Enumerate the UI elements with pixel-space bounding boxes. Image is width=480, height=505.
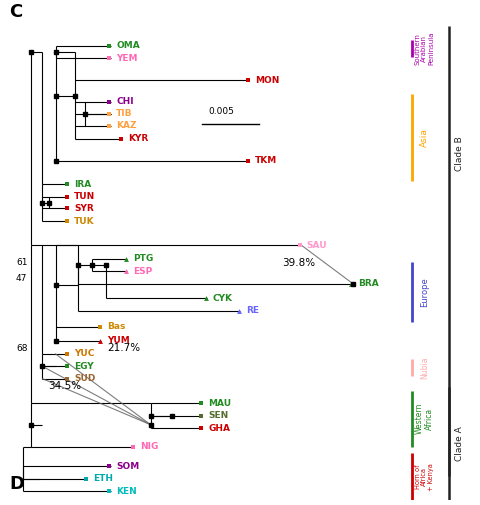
Text: C: C xyxy=(10,3,23,21)
Text: Europe: Europe xyxy=(420,277,429,307)
Text: SOM: SOM xyxy=(116,462,140,471)
Text: Clade B: Clade B xyxy=(455,136,464,171)
Text: 39.8%: 39.8% xyxy=(282,259,315,268)
Text: CYK: CYK xyxy=(213,293,233,302)
Text: SAU: SAU xyxy=(307,240,327,249)
Text: EGY: EGY xyxy=(74,362,94,371)
Text: YUC: YUC xyxy=(74,349,95,359)
Text: MON: MON xyxy=(255,76,279,85)
Text: 34.5%: 34.5% xyxy=(48,381,81,391)
Text: Western
Africa: Western Africa xyxy=(415,403,434,434)
Text: ESP: ESP xyxy=(133,267,152,276)
Text: NIG: NIG xyxy=(140,442,158,451)
Text: Asia: Asia xyxy=(420,128,429,147)
Text: Clade A: Clade A xyxy=(455,426,464,461)
Text: SYR: SYR xyxy=(74,204,94,213)
Text: YEM: YEM xyxy=(116,54,138,63)
Text: TKM: TKM xyxy=(255,157,277,166)
Text: 61: 61 xyxy=(16,258,27,267)
Text: PTG: PTG xyxy=(133,255,153,264)
Text: 21.7%: 21.7% xyxy=(108,342,141,352)
Text: IRA: IRA xyxy=(74,180,91,189)
Text: GHA: GHA xyxy=(208,424,230,433)
Text: KYR: KYR xyxy=(128,134,148,143)
Text: Horn of
Africa
+ Kenya: Horn of Africa + Kenya xyxy=(415,463,434,491)
Text: TIB: TIB xyxy=(116,110,133,119)
Text: ETH: ETH xyxy=(93,474,113,483)
Text: SUD: SUD xyxy=(74,374,96,383)
Text: YUM: YUM xyxy=(107,336,130,345)
Text: KAZ: KAZ xyxy=(116,121,137,130)
Text: Bas: Bas xyxy=(107,322,125,331)
Text: CHI: CHI xyxy=(116,97,134,106)
Text: KEN: KEN xyxy=(116,486,137,495)
Text: D: D xyxy=(10,475,24,492)
Text: 0.005: 0.005 xyxy=(208,108,234,116)
Text: MAU: MAU xyxy=(208,399,231,408)
Text: Southern
Arabian
Peninsula: Southern Arabian Peninsula xyxy=(415,32,434,65)
Text: Nubia: Nubia xyxy=(420,357,429,379)
Text: TUK: TUK xyxy=(74,217,95,226)
Text: OMA: OMA xyxy=(116,41,140,50)
Text: TUN: TUN xyxy=(74,192,95,201)
Text: SEN: SEN xyxy=(208,411,228,420)
Text: RE: RE xyxy=(246,307,259,316)
Text: BRA: BRA xyxy=(359,279,379,288)
Text: 68: 68 xyxy=(16,343,27,352)
Text: 47: 47 xyxy=(16,274,27,283)
